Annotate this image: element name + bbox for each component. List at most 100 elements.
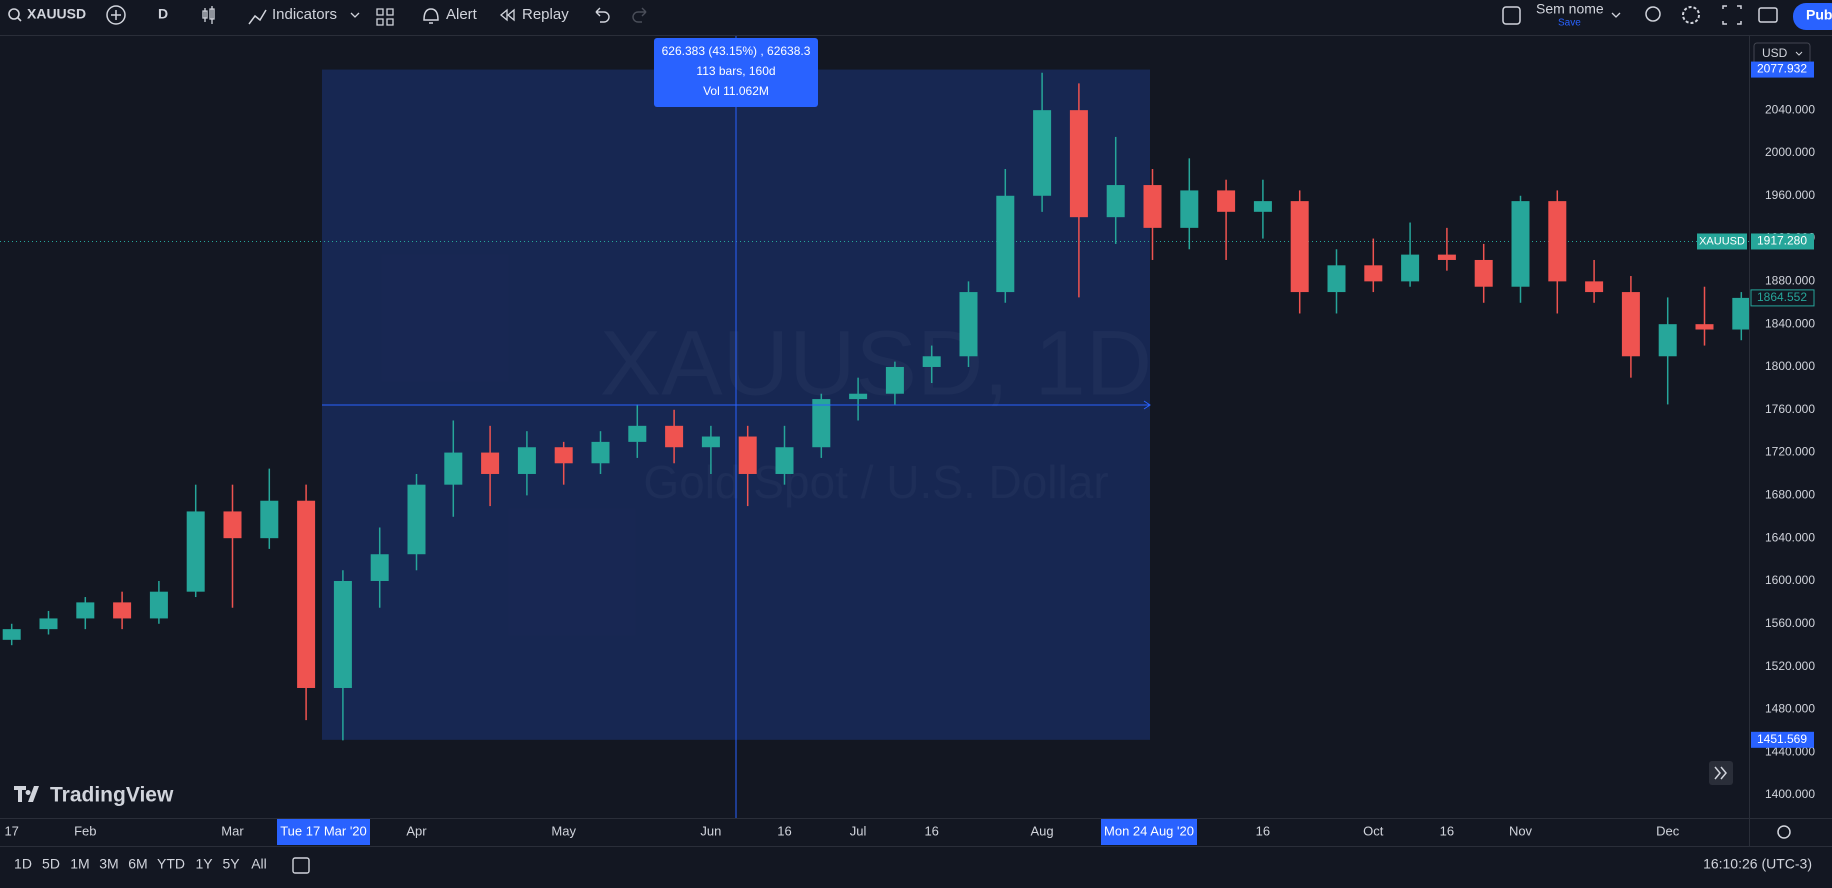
indicators-button[interactable]: Indicators <box>272 6 337 23</box>
candle-body <box>701 436 720 448</box>
candle-body <box>959 292 978 357</box>
candle-body <box>1106 185 1125 218</box>
last-close-bg <box>1750 289 1815 307</box>
candle-body <box>1327 265 1346 293</box>
snapshot-button[interactable] <box>1758 7 1778 23</box>
compare-icon <box>111 10 121 20</box>
range-button[interactable]: 5Y <box>222 856 240 872</box>
candle-body <box>1474 259 1493 287</box>
range-button[interactable]: 1Y <box>195 856 213 872</box>
replay-button[interactable]: Replay <box>522 6 569 23</box>
quick-search[interactable] <box>1645 6 1661 22</box>
top-toolbar: XAUUSD D Indicators Alert Replay Sem nom… <box>0 0 1832 36</box>
candle-body <box>1290 201 1309 293</box>
measure-change: 626.383 (43.15%) , 62638.3 <box>662 44 811 58</box>
measure-low-label: 1451.569 <box>1757 732 1807 746</box>
x-tick-label: Feb <box>74 823 96 838</box>
candle-body <box>1511 201 1530 287</box>
fullscreen-button[interactable] <box>1722 5 1742 25</box>
search-icon <box>17 17 22 22</box>
x-tick-label: Oct <box>1363 823 1384 838</box>
range-button[interactable]: 1D <box>14 856 32 872</box>
current-price-label-bg <box>1751 233 1814 250</box>
y-tick-label: 1600.000 <box>1765 573 1815 587</box>
candle-body <box>1033 110 1052 196</box>
x-tick-label: 16 <box>1440 823 1454 838</box>
redo-button[interactable] <box>632 7 647 23</box>
layout-name[interactable]: Sem nome <box>1536 1 1604 17</box>
candle-body <box>1658 324 1677 357</box>
candle-body <box>1548 201 1567 282</box>
x-tick-label: 16 <box>1256 823 1270 838</box>
x-tick-label: 16 <box>924 823 938 838</box>
layout-checkbox[interactable] <box>1502 6 1521 25</box>
candle-body <box>223 511 242 539</box>
y-tick-label: 1800.000 <box>1765 359 1815 373</box>
chart-type-button[interactable] <box>202 6 215 24</box>
currency[interactable]: USD <box>1762 46 1788 60</box>
layout-menu[interactable] <box>1611 12 1621 18</box>
range-button[interactable]: 6M <box>128 856 147 872</box>
candle-body <box>444 452 463 485</box>
candle-body <box>996 195 1015 293</box>
settings-button[interactable] <box>1682 6 1700 24</box>
x-tick-label: 17 <box>4 823 18 838</box>
range-button[interactable]: 3M <box>99 856 118 872</box>
x-tick-label: Aug <box>1031 823 1054 838</box>
goto-date-button[interactable] <box>292 857 310 874</box>
plot-area: XAUUSD, 1D Gold Spot / U.S. Dollar <box>0 36 1749 818</box>
measure-date-bg <box>1101 819 1197 845</box>
logo <box>14 786 39 802</box>
y-tick-label: 1400.000 <box>1765 787 1815 801</box>
candle-body <box>1180 190 1199 228</box>
publish-button[interactable] <box>1793 3 1832 30</box>
range-button[interactable]: All <box>251 856 267 872</box>
scroll-to-realtime[interactable] <box>1709 761 1733 785</box>
candle-body <box>849 393 868 400</box>
x-tick-label: May <box>551 823 576 838</box>
scroll-icon <box>1714 766 1727 780</box>
x-tick-label: Nov <box>1509 823 1533 838</box>
symbol-search[interactable]: XAUUSD <box>8 6 86 22</box>
symbol-tag: XAUUSD <box>1699 235 1745 247</box>
symbol[interactable]: XAUUSD <box>27 6 86 22</box>
candle-body <box>1253 201 1272 212</box>
dropdown-icon[interactable] <box>350 12 360 18</box>
current-price-label: 1917.280 <box>1757 234 1807 248</box>
compare-button[interactable] <box>106 5 126 25</box>
range-button[interactable]: YTD <box>157 856 185 872</box>
candle-body <box>738 436 757 474</box>
replay-icon <box>499 8 515 22</box>
y-tick-label: 1640.000 <box>1765 530 1815 544</box>
interval[interactable]: D <box>158 6 168 22</box>
x-tick-label: Apr <box>406 823 427 838</box>
candle-body <box>628 425 647 442</box>
axis-settings[interactable] <box>1777 825 1791 839</box>
range-button[interactable]: 1M <box>70 856 89 872</box>
candle-body <box>1364 265 1383 282</box>
save-button[interactable]: Save <box>1558 18 1581 29</box>
range-button[interactable]: 5D <box>42 856 60 872</box>
y-tick-label: 1480.000 <box>1765 702 1815 716</box>
candle-body <box>1695 324 1714 330</box>
candle-body <box>186 511 205 592</box>
undo-button[interactable] <box>595 7 610 23</box>
measure-date: Mon 24 Aug '20 <box>1104 823 1194 838</box>
publish-label[interactable]: Publ <box>1806 7 1832 23</box>
candle-body <box>922 356 941 367</box>
candle-body <box>149 591 168 619</box>
x-tick-label: Jul <box>850 823 867 838</box>
alert-button[interactable]: Alert <box>446 6 478 23</box>
toolbar-bg <box>0 0 1832 35</box>
range-buttons: 1D 5D 1M 3M 6M YTD 1Y 5Y All <box>14 856 267 872</box>
candle-body <box>554 447 573 464</box>
y-tick-label: 1760.000 <box>1765 402 1815 416</box>
search-icon <box>8 8 20 20</box>
templates-button[interactable] <box>376 8 394 26</box>
symbol-tag-bg <box>1697 233 1747 250</box>
measure-date: Tue 17 Mar '20 <box>280 823 367 838</box>
measure-high-label: 2077.932 <box>1757 62 1807 76</box>
clock: 16:10:26 (UTC-3) <box>1703 856 1812 872</box>
